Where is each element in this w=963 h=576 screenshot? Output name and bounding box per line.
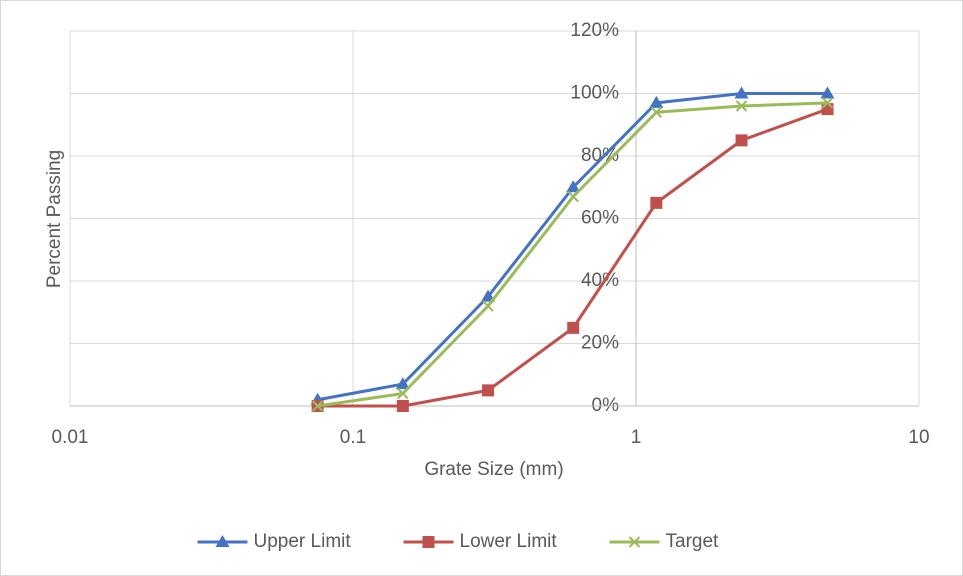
marker bbox=[821, 97, 834, 109]
marker bbox=[821, 103, 834, 116]
marker bbox=[397, 387, 409, 400]
x-tick-label: 1 bbox=[631, 427, 642, 448]
marker bbox=[735, 134, 748, 147]
legend-label: Lower Limit bbox=[460, 531, 558, 552]
marker bbox=[566, 180, 581, 193]
marker bbox=[422, 536, 435, 548]
marker bbox=[628, 536, 641, 548]
y-axis-title: Percent Passing bbox=[44, 150, 65, 288]
x-tick-label: 0.01 bbox=[52, 427, 89, 448]
marker bbox=[649, 95, 664, 108]
marker bbox=[396, 400, 409, 412]
marker bbox=[482, 300, 494, 312]
marker bbox=[215, 535, 230, 547]
marker bbox=[481, 289, 496, 302]
x-tick-label: 10 bbox=[908, 427, 929, 448]
marker bbox=[567, 321, 580, 334]
y-tick-label: 120% bbox=[570, 20, 619, 41]
marker bbox=[650, 196, 663, 209]
marker bbox=[567, 190, 579, 203]
x-tick-label: 0.1 bbox=[340, 427, 366, 448]
marker bbox=[820, 86, 835, 99]
marker bbox=[311, 400, 324, 412]
legend-item: Target bbox=[609, 531, 720, 552]
marker bbox=[734, 86, 749, 99]
y-tick-label: 100% bbox=[570, 83, 619, 104]
marker bbox=[482, 384, 495, 397]
x-axis-title: Grate Size (mm) bbox=[424, 459, 563, 480]
legend-label: Upper Limit bbox=[254, 531, 352, 552]
y-tick-label: 60% bbox=[581, 208, 619, 229]
legend-item: Lower Limit bbox=[403, 531, 558, 552]
legend-label: Target bbox=[666, 531, 720, 552]
y-tick-label: 20% bbox=[581, 333, 619, 354]
marker bbox=[395, 377, 410, 390]
marker bbox=[735, 100, 748, 112]
legend-item: Upper Limit bbox=[197, 531, 352, 552]
marker bbox=[650, 106, 663, 118]
